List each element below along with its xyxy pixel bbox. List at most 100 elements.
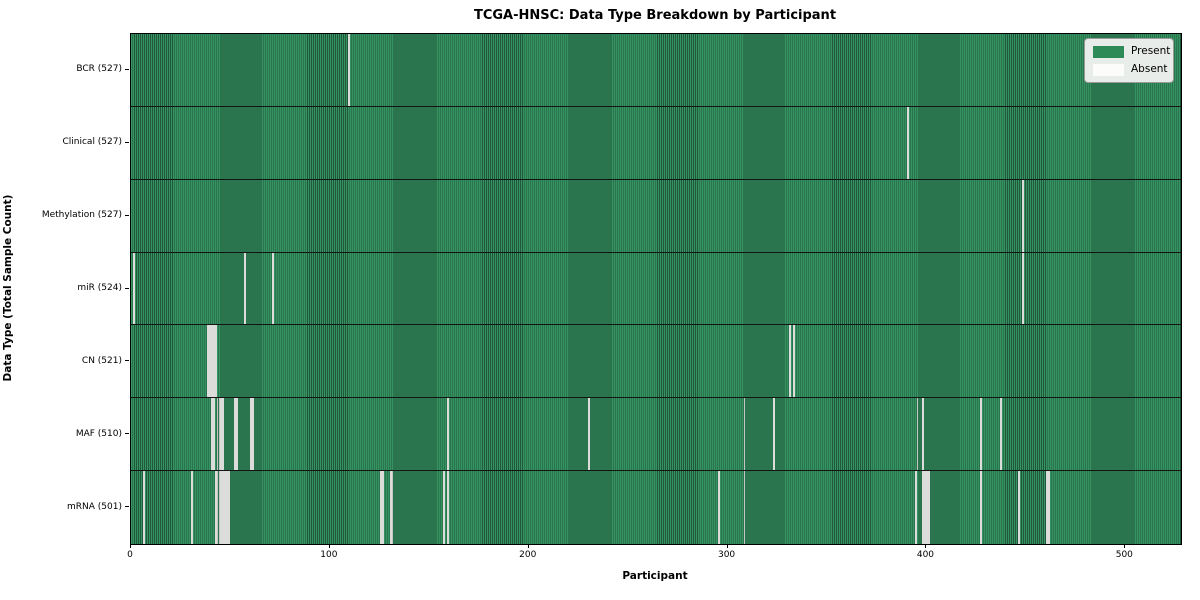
absent-mark-mrna-30 — [190, 471, 193, 544]
x-tick-label-500: 500 — [1115, 550, 1133, 560]
y-tick-label-bcr: BCR (527) — [76, 64, 122, 75]
absent-mark-maf-60 — [250, 398, 253, 471]
row-maf — [131, 398, 1181, 472]
y-tick-mark — [125, 433, 129, 435]
row-clinical — [131, 106, 1181, 180]
absent-mark-mrna-157 — [443, 471, 446, 544]
absent-mark-mrna-159 — [447, 471, 450, 544]
absent-mark-mrna-49 — [228, 471, 231, 544]
absent-mark-maf-398 — [922, 398, 925, 471]
row-cn — [131, 325, 1181, 399]
absent-mark-maf-61 — [252, 398, 255, 471]
legend-item-present: Present — [1093, 45, 1170, 58]
absent-mark-mrna-394 — [914, 471, 917, 544]
absent-mark-mir-71 — [272, 252, 275, 325]
absent-swatch-icon — [1093, 63, 1124, 76]
legend-item-absent: Absent — [1093, 63, 1168, 76]
absent-mark-mrna-295 — [717, 471, 720, 544]
x-tick-label-200: 200 — [519, 550, 537, 560]
absent-mark-maf-46 — [222, 398, 225, 471]
absent-mark-cn-42 — [214, 325, 217, 398]
absent-mark-mrna-43 — [216, 471, 219, 544]
x-tick-label-300: 300 — [717, 550, 736, 560]
absent-mark-maf-437 — [1000, 398, 1003, 471]
absent-mark-maf-44 — [218, 398, 221, 471]
absent-mark-mir-448 — [1021, 252, 1024, 325]
absent-mark-mir-1 — [132, 252, 135, 325]
absent-mark-maf-308 — [743, 398, 746, 471]
y-tick-mark — [125, 506, 129, 508]
x-tick-mark — [925, 544, 927, 548]
absent-mark-maf-159 — [447, 398, 450, 471]
x-tick-mark — [130, 544, 131, 548]
chart-title: TCGA-HNSC: Data Type Breakdown by Partic… — [473, 8, 837, 23]
absent-mark-maf-52 — [234, 398, 237, 471]
absent-mark-mrna-460 — [1045, 471, 1048, 544]
row-methylation — [131, 179, 1181, 253]
x-tick-label-0: 0 — [127, 550, 133, 560]
absent-mark-cn-331 — [789, 325, 792, 398]
x-axis-label: Participant — [622, 570, 688, 582]
absent-mark-mrna-45 — [220, 471, 223, 544]
x-tick-mark — [1124, 544, 1126, 548]
absent-mark-mrna-308 — [743, 471, 746, 544]
y-tick-label-cn: CN (521) — [81, 355, 122, 366]
y-tick-mark — [125, 68, 129, 70]
x-tick-label-100: 100 — [320, 550, 338, 560]
absent-mark-mrna-401 — [928, 471, 931, 544]
absent-mark-mrna-130 — [389, 471, 392, 544]
absent-mark-mrna-126 — [381, 471, 384, 544]
legend-label-present: Present — [1131, 45, 1171, 57]
absent-mark-mrna-46 — [222, 471, 225, 544]
present-swatch-icon — [1093, 45, 1124, 58]
absent-mark-mrna-125 — [379, 471, 382, 544]
x-tick-mark — [726, 544, 728, 548]
absent-mark-maf-45 — [220, 398, 223, 471]
y-tick-mark — [125, 214, 129, 216]
absent-mark-mrna-400 — [926, 471, 929, 544]
absent-mark-maf-323 — [773, 398, 776, 471]
y-tick-mark — [125, 360, 129, 362]
absent-mark-maf-40 — [210, 398, 213, 471]
row-mir — [131, 252, 1181, 326]
absent-mark-clinical-390 — [906, 106, 909, 179]
absent-mark-maf-43 — [216, 398, 219, 471]
absent-mark-mrna-48 — [226, 471, 229, 544]
absent-mark-maf-230 — [588, 398, 591, 471]
plot-area — [130, 33, 1182, 545]
absent-mark-cn-41 — [212, 325, 215, 398]
y-tick-label-methylation: Methylation (527) — [41, 210, 122, 221]
y-tick-label-maf: MAF (510) — [75, 428, 122, 439]
absent-mark-cn-333 — [793, 325, 796, 398]
absent-mark-bcr-109 — [347, 34, 350, 106]
absent-mark-maf-41 — [212, 398, 215, 471]
absent-mark-mrna-42 — [214, 471, 217, 544]
absent-mark-mrna-6 — [142, 471, 145, 544]
absent-mark-mrna-446 — [1017, 471, 1020, 544]
absent-mark-mrna-47 — [224, 471, 227, 544]
absent-mark-mrna-427 — [980, 471, 983, 544]
absent-mark-mrna-131 — [391, 471, 394, 544]
absent-mark-mrna-44 — [218, 471, 221, 544]
y-tick-label-mrna: mRNA (501) — [67, 501, 122, 512]
y-tick-mark — [125, 287, 129, 289]
absent-mark-cn-40 — [210, 325, 213, 398]
row-bcr — [131, 34, 1181, 107]
absent-mark-maf-53 — [236, 398, 239, 471]
y-tick-mark — [125, 141, 129, 143]
y-tick-label-clinical: Clinical (527) — [62, 137, 122, 148]
absent-mark-maf-395 — [916, 398, 919, 471]
absent-mark-mrna-399 — [924, 471, 927, 544]
legend-label-absent: Absent — [1131, 63, 1168, 75]
x-tick-mark — [527, 544, 529, 548]
x-tick-mark — [328, 544, 330, 548]
absent-mark-methylation-448 — [1021, 179, 1024, 252]
absent-mark-cn-38 — [206, 325, 209, 398]
absent-mark-cn-39 — [208, 325, 211, 398]
y-tick-label-mir: miR (524) — [77, 283, 122, 293]
absent-mark-maf-427 — [980, 398, 983, 471]
absent-mark-mir-57 — [244, 252, 247, 325]
legend: Present Absent — [1084, 38, 1174, 83]
row-mrna — [131, 471, 1181, 544]
